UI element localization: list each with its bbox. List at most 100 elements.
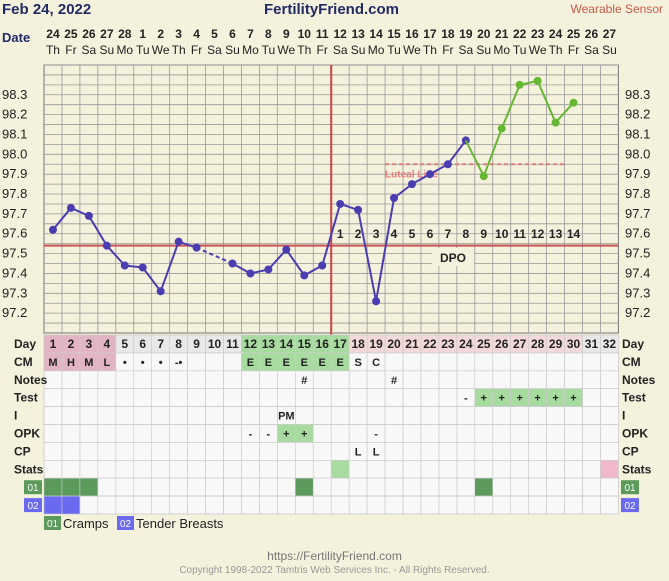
row-cell-value: PM bbox=[278, 411, 295, 423]
temp-segment bbox=[357, 209, 378, 302]
row-cell-value: S bbox=[354, 357, 361, 369]
cycle-day-label: 7 bbox=[157, 337, 164, 351]
footer-url[interactable]: https://FertilityFriend.com bbox=[267, 549, 402, 563]
row-cell-value: + bbox=[516, 393, 522, 405]
cycle-day-label: 21 bbox=[405, 337, 419, 351]
cycle-day-label: 19 bbox=[369, 337, 383, 351]
y-tick-right: 98.0 bbox=[625, 146, 650, 161]
cycle-day-label: 29 bbox=[549, 337, 563, 351]
row-label-left: CP bbox=[14, 444, 31, 458]
sensor-segment bbox=[554, 102, 575, 124]
row-cell bbox=[330, 459, 350, 479]
row-cell bbox=[61, 477, 81, 497]
weekday-label: Su bbox=[351, 43, 366, 57]
y-tick-right: 97.3 bbox=[625, 285, 650, 300]
symptom-code-right: 01 bbox=[624, 483, 636, 494]
row-cell-value: # bbox=[301, 375, 307, 387]
cycle-day-label: 13 bbox=[262, 337, 276, 351]
dpo-number: 14 bbox=[567, 227, 581, 241]
weekday-label: Su bbox=[476, 43, 491, 57]
weekday-label: Tu bbox=[387, 43, 401, 57]
temp-point bbox=[174, 237, 183, 246]
cycle-day-label: 27 bbox=[513, 337, 527, 351]
sensor-point bbox=[479, 172, 488, 181]
weekday-label: Th bbox=[297, 43, 311, 57]
row-cell-value: - bbox=[374, 429, 378, 441]
sensor-point bbox=[569, 98, 578, 107]
date-label: 24 bbox=[549, 27, 563, 41]
row-cell-value: H bbox=[67, 357, 75, 369]
sensor-segment bbox=[536, 80, 557, 123]
row-cell-value: + bbox=[552, 393, 558, 405]
date-label: 1 bbox=[139, 27, 146, 41]
dpo-number: 2 bbox=[355, 227, 362, 241]
cycle-day-label: 20 bbox=[387, 337, 401, 351]
y-tick-right: 97.5 bbox=[625, 246, 650, 261]
brand-title[interactable]: FertilityFriend.com bbox=[264, 1, 400, 18]
y-tick-right: 98.2 bbox=[625, 107, 650, 122]
y-tick-left: 98.0 bbox=[2, 146, 27, 161]
row-label-right: Test bbox=[622, 391, 646, 405]
weekday-label: We bbox=[403, 43, 421, 57]
temp-segment bbox=[285, 249, 306, 277]
weekday-label: Fr bbox=[442, 43, 453, 57]
dpo-number: 7 bbox=[445, 227, 452, 241]
row-cell bbox=[43, 495, 63, 515]
symptom-code-right: 02 bbox=[624, 501, 636, 512]
cycle-day-label: 18 bbox=[351, 337, 365, 351]
cycle-day-label: 9 bbox=[193, 337, 200, 351]
sensor-point bbox=[497, 124, 506, 133]
sensor-point bbox=[533, 76, 542, 85]
row-cell-value: L bbox=[373, 446, 380, 458]
cycle-day-label: 16 bbox=[316, 337, 330, 351]
sensor-segment bbox=[464, 139, 485, 177]
dpo-number: 5 bbox=[409, 227, 416, 241]
weekday-label: Tu bbox=[513, 43, 527, 57]
temp-point bbox=[246, 269, 255, 278]
dpo-number: 8 bbox=[462, 227, 469, 241]
temp-point bbox=[372, 297, 381, 306]
row-cell-value: L bbox=[103, 357, 110, 369]
cycle-day-label: 11 bbox=[226, 337, 239, 351]
row-label-left: OPK bbox=[14, 427, 40, 441]
date-label: 7 bbox=[247, 27, 254, 41]
weekday-label: Mo bbox=[368, 43, 385, 57]
symptom-badge-right bbox=[621, 498, 639, 513]
row-label-right: Notes bbox=[622, 373, 656, 387]
weekday-label: Sa bbox=[584, 43, 599, 57]
temp-segment bbox=[88, 215, 108, 247]
temp-point bbox=[282, 245, 291, 254]
temp-point bbox=[66, 203, 75, 212]
y-tick-left: 98.1 bbox=[2, 126, 27, 141]
row-cell-value: E bbox=[265, 357, 272, 369]
weekday-label: Su bbox=[602, 43, 617, 57]
temp-point bbox=[425, 170, 434, 179]
legend-code: 01 bbox=[47, 519, 59, 530]
y-tick-left: 97.4 bbox=[2, 265, 27, 280]
y-tick-right: 98.1 bbox=[625, 126, 650, 141]
y-tick-left: 97.5 bbox=[2, 246, 27, 261]
date-label: 17 bbox=[423, 27, 437, 41]
chart-date: Feb 24, 2022 bbox=[2, 1, 92, 18]
cycle-day-label: 10 bbox=[208, 337, 222, 351]
weekday-label: Th bbox=[46, 43, 60, 57]
row-label-left: I bbox=[14, 409, 17, 423]
temp-point bbox=[390, 194, 399, 203]
temp-point bbox=[84, 211, 93, 220]
cycle-day-label: 25 bbox=[477, 337, 491, 351]
row-cell bbox=[600, 495, 619, 515]
row-cell-value: E bbox=[283, 357, 290, 369]
y-tick-left: 98.3 bbox=[2, 87, 27, 102]
weekday-label: Th bbox=[423, 43, 437, 57]
weekday-label: Su bbox=[99, 43, 114, 57]
date-label: 25 bbox=[64, 27, 78, 41]
row-cell-value: • bbox=[159, 357, 163, 369]
date-label: 18 bbox=[441, 27, 455, 41]
symptom-badge-left bbox=[24, 480, 42, 495]
row-cell-value: - bbox=[464, 393, 468, 405]
row-cell-value: + bbox=[534, 393, 540, 405]
row-cell-value: E bbox=[247, 357, 254, 369]
cycle-day-label: 26 bbox=[495, 337, 509, 351]
row-label-right: CM bbox=[622, 355, 641, 369]
